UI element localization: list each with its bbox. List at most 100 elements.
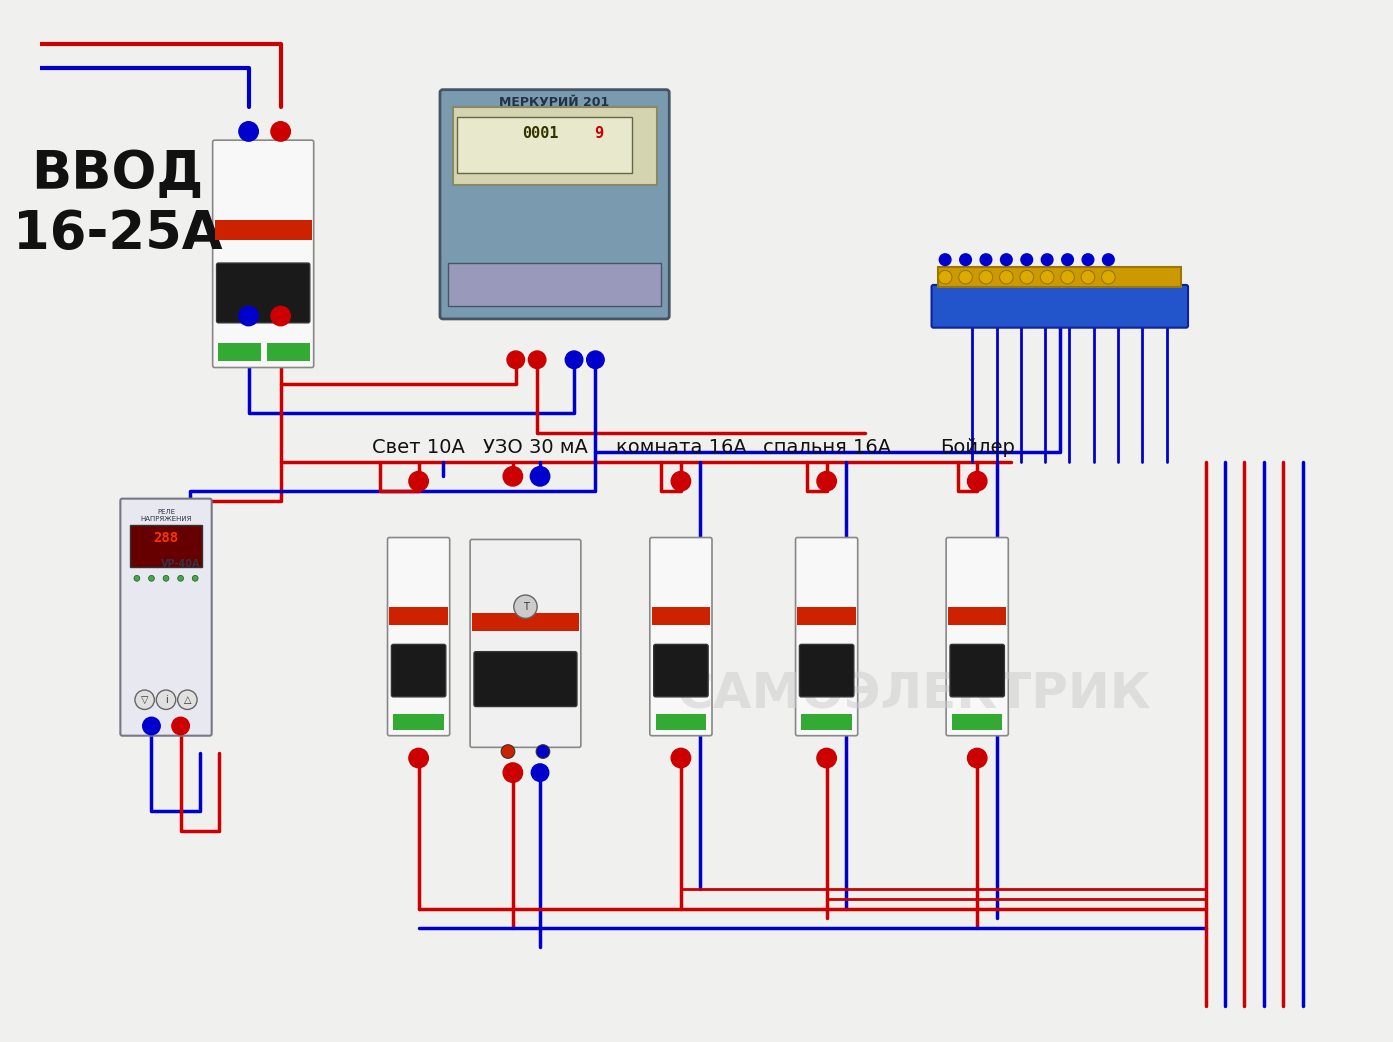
FancyBboxPatch shape <box>440 90 669 319</box>
Bar <box>472 613 579 631</box>
Circle shape <box>816 471 836 491</box>
Circle shape <box>531 467 550 486</box>
Circle shape <box>238 306 258 326</box>
Bar <box>393 715 444 729</box>
Circle shape <box>1041 270 1055 284</box>
Circle shape <box>671 748 691 768</box>
Bar <box>453 107 656 185</box>
Circle shape <box>968 748 986 768</box>
Circle shape <box>501 745 515 759</box>
FancyBboxPatch shape <box>649 538 712 736</box>
Circle shape <box>410 471 428 491</box>
Bar <box>390 607 447 625</box>
FancyBboxPatch shape <box>653 644 708 697</box>
Circle shape <box>981 254 992 266</box>
FancyBboxPatch shape <box>950 644 1004 697</box>
FancyBboxPatch shape <box>795 538 858 736</box>
Bar <box>447 263 662 306</box>
Text: Бойлер: Бойлер <box>940 438 1014 456</box>
Text: УЗО 30 мА: УЗО 30 мА <box>483 438 588 456</box>
FancyBboxPatch shape <box>469 540 581 747</box>
Circle shape <box>979 270 993 284</box>
Bar <box>656 715 706 729</box>
Circle shape <box>1000 270 1013 284</box>
FancyBboxPatch shape <box>474 651 577 706</box>
Text: РЕЛЕ
НАПРЯЖЕНИЯ: РЕЛЕ НАПРЯЖЕНИЯ <box>141 508 192 522</box>
Text: 9: 9 <box>593 126 603 141</box>
Circle shape <box>410 748 428 768</box>
Text: 0001: 0001 <box>522 126 559 141</box>
Circle shape <box>816 748 836 768</box>
Circle shape <box>1082 254 1094 266</box>
Circle shape <box>1020 270 1034 284</box>
Bar <box>130 525 202 567</box>
Circle shape <box>1102 270 1116 284</box>
Text: ВВОД
16-25А: ВВОД 16-25А <box>13 148 223 260</box>
Circle shape <box>272 122 290 141</box>
FancyBboxPatch shape <box>391 644 446 697</box>
Text: 288: 288 <box>153 530 178 545</box>
Circle shape <box>507 351 525 369</box>
Text: △: △ <box>184 695 191 704</box>
Bar <box>652 607 710 625</box>
FancyBboxPatch shape <box>800 644 854 697</box>
Circle shape <box>503 467 522 486</box>
Text: спальня 16А: спальня 16А <box>762 438 890 456</box>
Circle shape <box>531 764 549 782</box>
Circle shape <box>142 717 160 735</box>
Circle shape <box>528 351 546 369</box>
Circle shape <box>171 717 189 735</box>
Text: T: T <box>522 601 528 612</box>
Circle shape <box>149 575 155 581</box>
Circle shape <box>586 351 605 369</box>
Circle shape <box>514 595 538 618</box>
Circle shape <box>163 575 169 581</box>
Circle shape <box>671 471 691 491</box>
Circle shape <box>1102 254 1114 266</box>
Bar <box>267 343 309 362</box>
Bar <box>939 268 1181 287</box>
Circle shape <box>1021 254 1032 266</box>
Circle shape <box>939 254 951 266</box>
Circle shape <box>958 270 972 284</box>
Circle shape <box>156 690 176 710</box>
Bar <box>457 117 632 173</box>
Circle shape <box>503 763 522 783</box>
Circle shape <box>968 471 986 491</box>
Text: ▽: ▽ <box>141 695 149 704</box>
Circle shape <box>939 270 951 284</box>
Bar <box>215 220 312 241</box>
Circle shape <box>1060 270 1074 284</box>
FancyBboxPatch shape <box>213 141 313 368</box>
Text: САМОЭЛЕКТРИК: САМОЭЛЕКТРИК <box>677 671 1152 719</box>
FancyBboxPatch shape <box>932 284 1188 327</box>
Circle shape <box>960 254 971 266</box>
Circle shape <box>1042 254 1053 266</box>
FancyBboxPatch shape <box>387 538 450 736</box>
Circle shape <box>178 575 184 581</box>
Circle shape <box>1000 254 1013 266</box>
Bar <box>951 715 1003 729</box>
FancyBboxPatch shape <box>946 538 1009 736</box>
Text: VP-40A: VP-40A <box>160 559 201 569</box>
Text: комната 16А: комната 16А <box>616 438 747 456</box>
Bar <box>949 607 1006 625</box>
Circle shape <box>566 351 582 369</box>
Text: МЕРКУРИЙ 201: МЕРКУРИЙ 201 <box>500 96 610 108</box>
Circle shape <box>272 306 290 326</box>
Bar <box>219 343 262 362</box>
Bar <box>797 607 855 625</box>
Bar <box>801 715 853 729</box>
Text: i: i <box>164 695 167 704</box>
Circle shape <box>135 690 155 710</box>
Circle shape <box>134 575 139 581</box>
Circle shape <box>178 690 198 710</box>
Circle shape <box>238 122 258 141</box>
Text: Свет 10А: Свет 10А <box>372 438 465 456</box>
Circle shape <box>192 575 198 581</box>
Circle shape <box>536 745 550 759</box>
FancyBboxPatch shape <box>120 499 212 736</box>
Circle shape <box>1061 254 1074 266</box>
Circle shape <box>1081 270 1095 284</box>
FancyBboxPatch shape <box>216 263 309 323</box>
